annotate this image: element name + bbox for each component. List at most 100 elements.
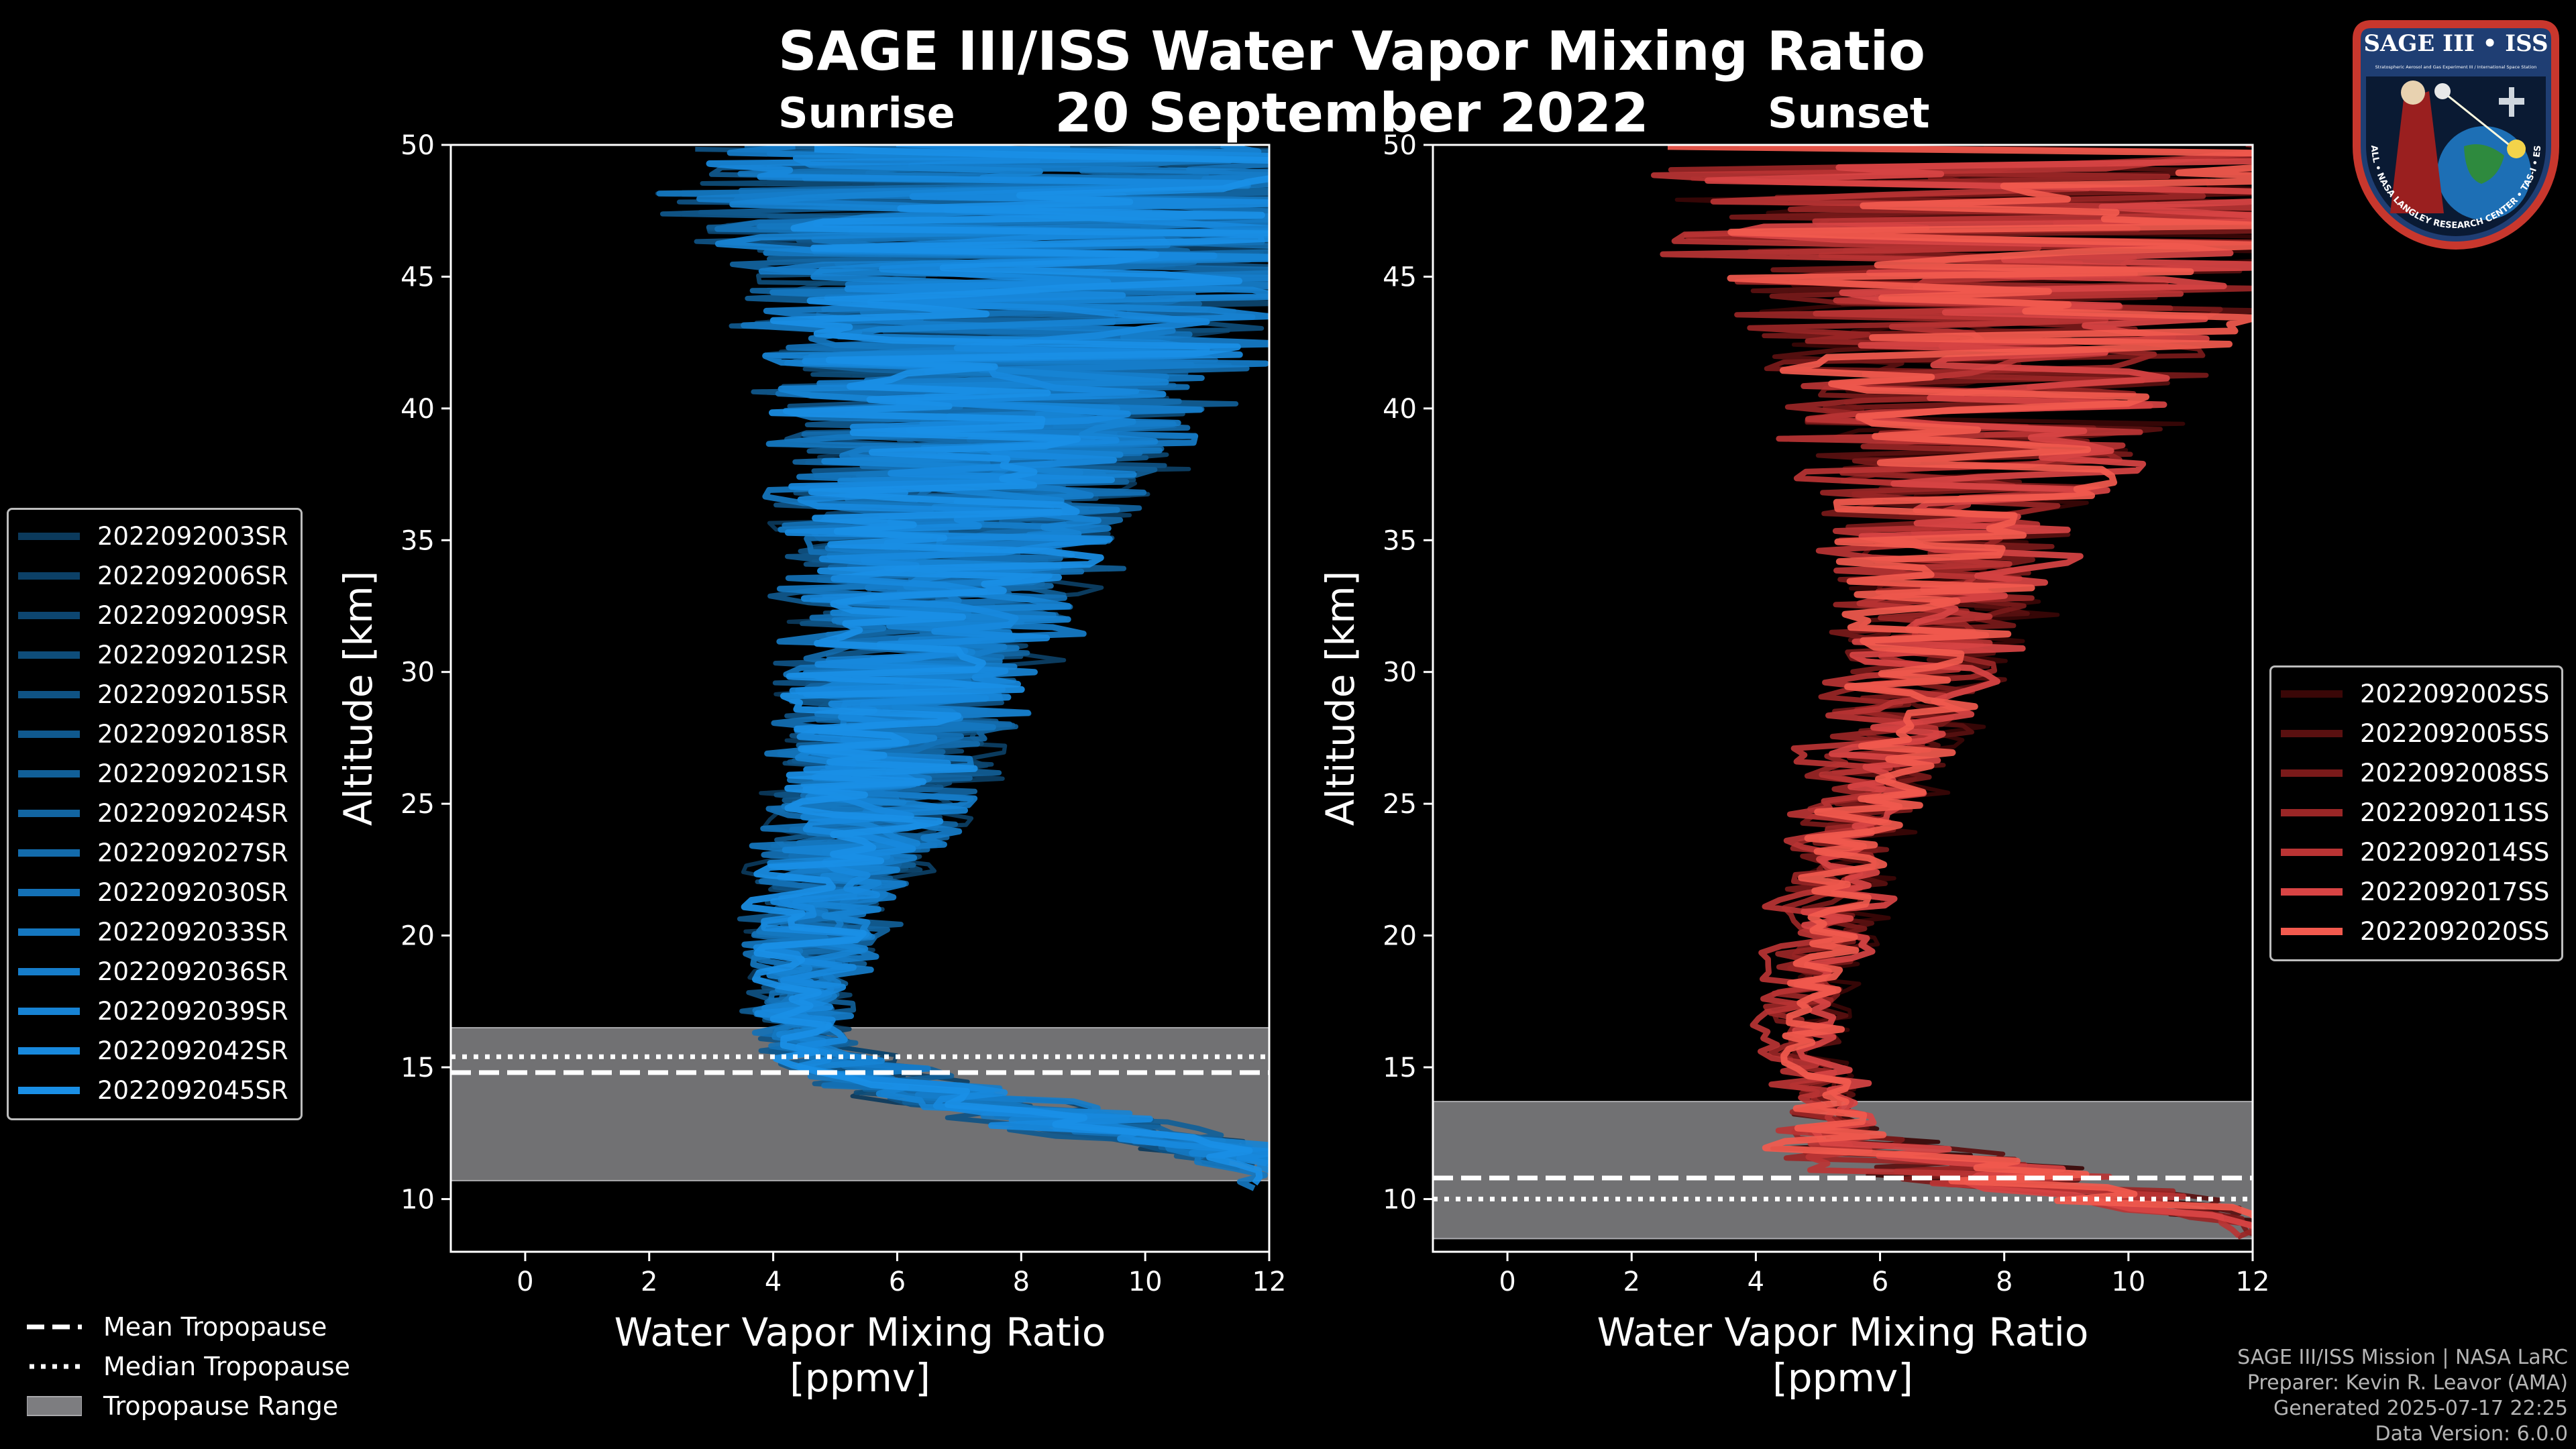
sunset-legend-item: 2022092002SS (2281, 674, 2549, 714)
sunset-y-tick-label: 10 (1383, 1184, 1417, 1215)
tropopause-legend: Mean Tropopause Median Tropopause Tropop… (27, 1307, 350, 1426)
sunset-legend-label: 2022092017SS (2360, 877, 2550, 906)
sunrise-x-tick-label: 12 (1252, 1267, 1287, 1297)
sunrise-legend-label: 2022092015SR (97, 680, 288, 709)
sunrise-series-2022092042SR (706, 145, 1269, 1167)
sunset-x-tick-label: 2 (1623, 1267, 1640, 1297)
sunset-legend-item: 2022092017SS (2281, 872, 2549, 912)
sunset-y-tick-label: 20 (1383, 921, 1417, 952)
sunset-x-tick-label: 10 (2111, 1267, 2145, 1297)
sunset-y-tick-label: 25 (1383, 789, 1417, 820)
figure-icon (2390, 91, 2444, 213)
sunset-legend-swatch (2281, 888, 2343, 896)
sunset-legend-item: 2022092008SS (2281, 753, 2549, 793)
sunrise-legend-swatch (18, 770, 80, 777)
sunrise-y-tick-label: 40 (400, 394, 435, 425)
sunset-y-tick-label: 40 (1383, 394, 1417, 425)
sunrise-x-tick-label: 8 (1013, 1267, 1030, 1297)
sunset-legend-label: 2022092014SS (2360, 838, 2550, 867)
sunset-legend-swatch (2281, 690, 2343, 698)
sunset-legend-item: 2022092020SS (2281, 912, 2549, 951)
sunset-legend-label: 2022092008SS (2360, 759, 2550, 788)
sunrise-legend-label: 2022092021SR (97, 759, 288, 788)
logo-title: SAGE III • ISS (2363, 30, 2548, 57)
sunrise-legend-label: 2022092012SR (97, 641, 288, 669)
sunrise-legend-swatch (18, 1008, 80, 1015)
sunset-series-2022092017SS (1705, 158, 2253, 1230)
credits: SAGE III/ISS Mission | NASA LaRC Prepare… (2237, 1345, 2568, 1447)
sunrise-legend-label: 2022092039SR (97, 997, 288, 1026)
sunrise-legend-item: 2022092018SR (18, 714, 288, 754)
credits-mission: SAGE III/ISS Mission | NASA LaRC (2237, 1346, 2568, 1369)
sunrise-legend-swatch (18, 533, 80, 540)
sunrise-x-axis-label-line: Water Vapor Mixing Ratio (614, 1309, 1106, 1355)
legend-median-label: Median Tropopause (103, 1351, 350, 1381)
chart-title: SAGE III/ISS Water Vapor Mixing Ratio (777, 20, 1926, 83)
sunrise-x-tick-label: 6 (889, 1267, 906, 1297)
sunset-x-axis-label-line: [ppmv] (1772, 1355, 1913, 1401)
sunset-legend-label: 2022092011SS (2360, 798, 2550, 827)
sunset-y-axis-label: Altitude [km] (1318, 571, 1363, 826)
sunset-legend-item: 2022092005SS (2281, 714, 2549, 753)
sun-icon (2507, 140, 2526, 158)
credits-generated: Generated 2025-07-17 22:25 (2273, 1397, 2568, 1420)
sunrise-x-axis-label-line: [ppmv] (790, 1355, 930, 1401)
sunset-legend-swatch (2281, 730, 2343, 737)
chart-date: 20 September 2022 (1055, 82, 1649, 144)
sunrise-profiles (655, 145, 1269, 1191)
legend-tropopause-range: Tropopause Range (27, 1386, 350, 1426)
credits-preparer: Preparer: Kevin R. Leavor (AMA) (2247, 1371, 2568, 1395)
sunrise-y-tick-label: 25 (400, 789, 435, 820)
sunset-x-tick-label: 12 (2236, 1267, 2270, 1297)
sunrise-legend-swatch (18, 889, 80, 896)
sunset-plot-frame (1432, 144, 2254, 1253)
sunrise-legend-item: 2022092045SR (18, 1071, 288, 1110)
sunset-profiles (1650, 145, 2253, 1240)
sunset-legend-label: 2022092002SS (2360, 680, 2550, 708)
sunrise-x-tick-label: 10 (1128, 1267, 1163, 1297)
sunset-x-tick-label: 0 (1499, 1267, 1515, 1297)
legend-mean-tropopause: Mean Tropopause (27, 1307, 350, 1346)
sunrise-legend-item: 2022092030SR (18, 873, 288, 912)
sunrise-legend-swatch (18, 928, 80, 936)
sunrise-legend-swatch (18, 1047, 80, 1055)
sunrise-legend-swatch (18, 849, 80, 857)
sage-iii-iss-mission-logo: SAGE III • ISS Stratospheric Aerosol and… (2343, 12, 2559, 250)
sunset-legend-swatch (2281, 928, 2343, 935)
legend-range-label: Tropopause Range (103, 1391, 339, 1421)
sunset-legend-item: 2022092011SS (2281, 793, 2549, 833)
sunrise-legend-item: 2022092021SR (18, 754, 288, 794)
legend-mean-label: Mean Tropopause (103, 1311, 327, 1342)
range-swatch-icon (27, 1395, 82, 1416)
sunset-legend-swatch (2281, 769, 2343, 777)
sunset-y-tick-label: 35 (1383, 525, 1417, 556)
sunrise-legend-swatch (18, 651, 80, 659)
sunrise-panel-label: Sunrise (778, 89, 955, 138)
sunrise-legend-swatch (18, 691, 80, 698)
sunrise-legend-label: 2022092018SR (97, 720, 288, 749)
sunrise-legend-label: 2022092033SR (97, 918, 288, 947)
sunrise-legend-swatch (18, 731, 80, 738)
sunrise-legend-label: 2022092024SR (97, 799, 288, 828)
sunrise-legend-item: 2022092012SR (18, 635, 288, 675)
sunset-legend-label: 2022092020SS (2360, 917, 2550, 946)
sunset-panel-label: Sunset (1768, 89, 1930, 138)
sunrise-plot-frame (449, 144, 1271, 1253)
sunrise-legend-label: 2022092003SR (97, 522, 288, 551)
sunset-legend-label: 2022092005SS (2360, 719, 2550, 748)
dotted-line-icon (30, 1364, 82, 1368)
sunrise-legend-swatch (18, 968, 80, 975)
sunrise-legend-swatch (18, 810, 80, 817)
sunset-legend-swatch (2281, 809, 2343, 816)
sunrise-legend-item: 2022092042SR (18, 1031, 288, 1071)
sunset-x-tick-label: 8 (1996, 1267, 2012, 1297)
sunset-y-tick-label: 15 (1383, 1053, 1417, 1083)
sunrise-legend-swatch (18, 612, 80, 619)
sunset-x-axis-label-line: Water Vapor Mixing Ratio (1597, 1309, 2089, 1355)
sunrise-legend: 2022092003SR 2022092006SR 2022092009SR 2022… (7, 508, 303, 1120)
sunrise-legend-item: 2022092003SR (18, 517, 288, 556)
sunrise-y-axis-label: Altitude [km] (335, 571, 381, 826)
sunset-series-2022092020SS (1667, 145, 2253, 1220)
sunrise-legend-label: 2022092042SR (97, 1036, 288, 1065)
